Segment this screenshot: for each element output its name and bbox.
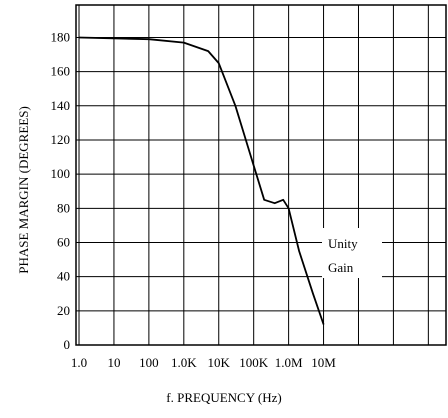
x-tick-label: 10M [311,355,336,370]
data-line [78,36,325,325]
x-tick-label: 100 [139,355,159,370]
annotation: Unity [328,236,358,251]
y-tick-label: 100 [51,166,71,181]
x-tick-label: 1.0K [171,355,197,370]
plot-frame [75,4,447,346]
y-tick-label: 180 [51,29,71,44]
x-tick-label: 10 [107,355,120,370]
y-tick-label: 20 [57,303,70,318]
y-tick-label: 120 [51,132,71,147]
x-tick-label: 1.0M [275,355,303,370]
annotation: Gain [328,260,354,275]
y-tick-label: 0 [64,337,71,352]
x-tick-label: 10K [208,355,231,370]
y-tick-label: 80 [57,200,70,215]
y-tick-label: 160 [51,64,71,79]
y-tick-label: 40 [57,269,70,284]
x-tick-label: 100K [239,355,269,370]
y-tick-label: 140 [51,98,71,113]
y-axis-label: PHASE MARGIN (DEGREES) [16,106,31,274]
annotation-background [322,228,382,278]
x-tick-label: 1.0 [71,355,87,370]
y-tick-label: 60 [57,234,70,249]
x-axis-label: f. PREQUENCY (Hz) [166,390,281,405]
